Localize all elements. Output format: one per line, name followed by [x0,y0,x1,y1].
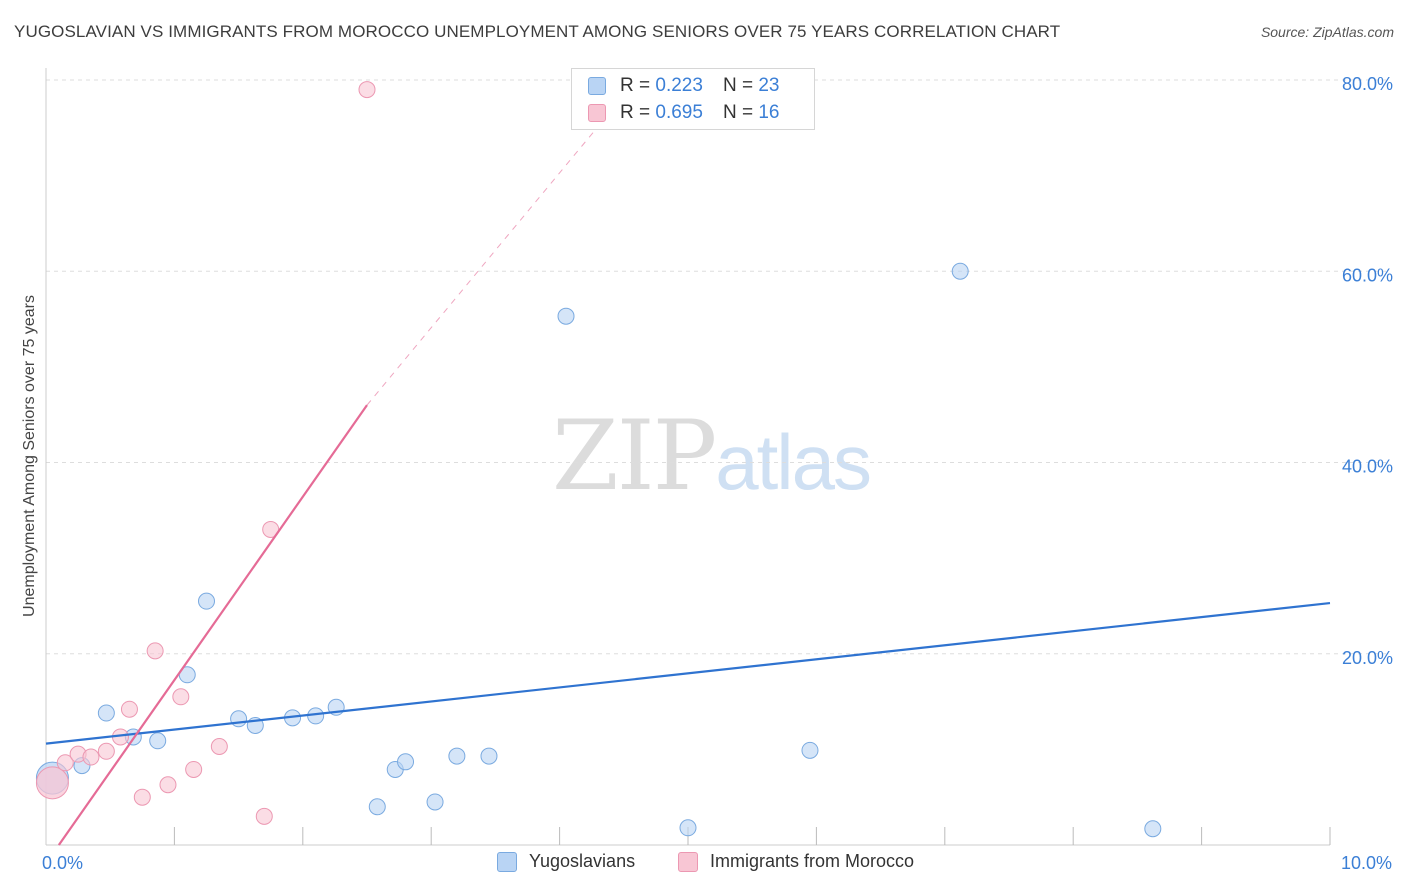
series-legend: Yugoslavians Immigrants from Morocco [0,851,1406,877]
series-legend-yugoslavians[interactable]: Yugoslavians [497,851,635,872]
yugoslavian-trendline [45,601,1331,745]
yugoslavian-point [557,307,575,325]
legend-r-label: R = [620,102,651,123]
morocco-trendline [57,404,368,846]
legend-r-value: 0.695 [655,102,703,123]
morocco-point [255,807,273,825]
morocco-point [146,642,164,660]
yugoslavian-point [97,704,115,722]
y-axis-label: Unemployment Among Seniors over 75 years [21,295,38,617]
yugoslavian-point [448,747,466,765]
correlation-legend: R = 0.223 N = 23 R = 0.695 N = 16 [571,68,815,130]
y-tick-label: 80.0% [1342,74,1393,94]
legend-n-value: 23 [758,75,780,96]
yugoslavian-point [397,753,415,771]
morocco-point [159,776,177,794]
chart-title: YUGOSLAVIAN VS IMMIGRANTS FROM MOROCCO U… [14,22,1061,41]
yugoslavian-point [198,592,215,610]
y-tick-label: 20.0% [1342,648,1393,668]
legend-n-label: N = [722,75,754,96]
morocco-point [35,766,69,800]
watermark: ZIPatlas [552,400,872,512]
series-legend-label: Yugoslavians [529,851,636,871]
morocco-point [120,700,138,718]
y-tick-label: 40.0% [1342,457,1393,477]
x-tick-label: 10.0% [1341,853,1392,873]
morocco-point [185,760,203,778]
legend-r-value: 0.223 [655,75,703,96]
yugoslavian-point [801,741,819,759]
legend-n-value: 16 [758,102,780,123]
source-label: Source: ZipAtlas.com [1260,24,1394,40]
legend-row-yugoslavians: R = 0.223 N = 23 [588,74,779,98]
yugoslavian-point [149,732,167,750]
morocco-trendline-extension [366,79,638,406]
series-swatch-pink [678,851,698,872]
yugoslavian-point [368,798,386,816]
yugoslavian-point [679,819,697,837]
morocco-point [56,754,74,772]
yugoslavian-point [480,747,498,765]
legend-row-morocco: R = 0.695 N = 16 [588,101,779,125]
morocco-point [133,788,151,806]
morocco-point [97,742,115,760]
x-tick-label: 0.0% [42,853,83,873]
yugoslavian-point [951,262,969,280]
legend-swatch-blue [588,77,606,95]
morocco-point [210,738,228,756]
y-tick-label: 60.0% [1342,265,1393,285]
yugoslavian-point [1144,820,1162,838]
morocco-point [358,81,376,99]
series-swatch-blue [497,851,517,872]
series-legend-label: Immigrants from Morocco [710,851,915,871]
legend-r-label: R = [620,75,651,96]
watermark-zip: ZIP [552,400,717,512]
yugoslavian-point [230,710,248,728]
yugoslavian-point [307,707,325,725]
morocco-point [172,688,190,706]
series-legend-morocco[interactable]: Immigrants from Morocco [678,851,914,872]
legend-swatch-pink [588,104,606,122]
yugoslavian-point [426,793,444,811]
morocco-point [82,748,100,766]
legend-n-label: N = [722,102,754,123]
